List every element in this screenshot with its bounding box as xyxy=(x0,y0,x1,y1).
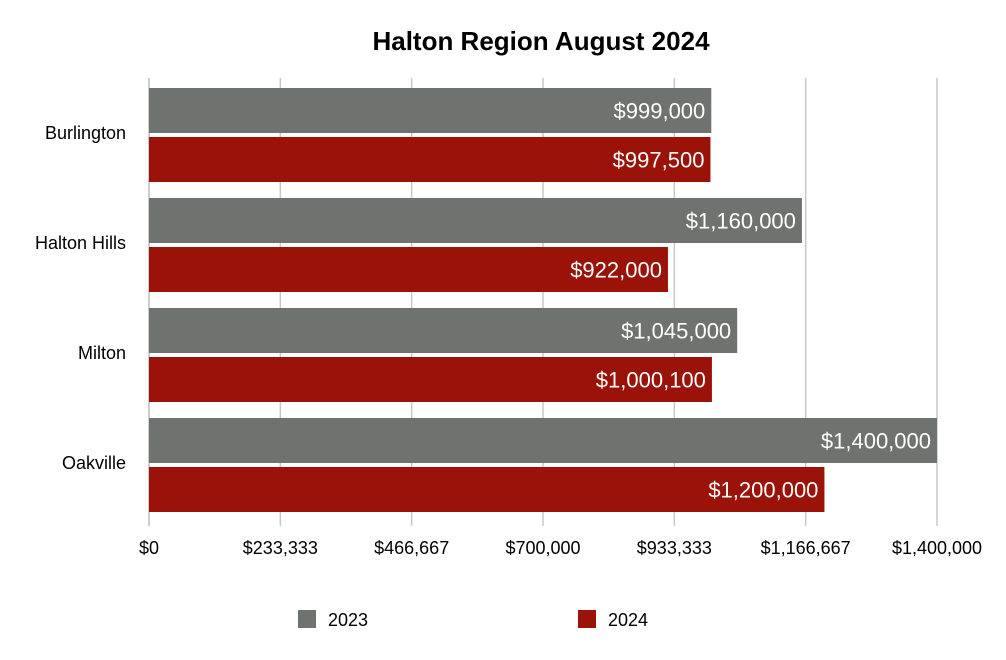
bar xyxy=(149,137,711,182)
legend-label: 2023 xyxy=(328,610,368,630)
legend-label: 2024 xyxy=(608,610,648,630)
bar xyxy=(149,198,802,243)
bar xyxy=(149,247,668,292)
x-tick-label: $1,400,000 xyxy=(892,538,982,558)
bar xyxy=(149,357,712,402)
category-label: Burlington xyxy=(45,123,126,143)
category-label: Milton xyxy=(78,343,126,363)
x-tick-label: $466,667 xyxy=(374,538,449,558)
y-axis-categories: Burlington Halton Hills Milton Oakville xyxy=(35,123,126,473)
bars: $999,000 $997,500 $1,160,000 $922,000 $1,045… xyxy=(149,88,937,512)
data-label: $1,400,000 xyxy=(821,429,931,454)
legend-swatch xyxy=(578,610,596,628)
data-label: $1,000,100 xyxy=(596,368,706,393)
bar xyxy=(149,88,712,133)
data-label: $997,500 xyxy=(613,148,705,173)
legend: 2023 2024 xyxy=(298,610,648,630)
x-axis: $0 $233,333 $466,667 $700,000 $933,333 $1,166… xyxy=(139,538,982,558)
legend-swatch xyxy=(298,610,316,628)
category-label: Halton Hills xyxy=(35,233,126,253)
bar xyxy=(149,418,937,463)
bar xyxy=(149,467,825,512)
bar xyxy=(149,308,738,353)
x-tick-label: $933,333 xyxy=(637,538,712,558)
data-label: $922,000 xyxy=(570,258,662,283)
x-tick-label: $0 xyxy=(139,538,159,558)
data-label: $1,200,000 xyxy=(708,478,818,503)
data-label: $1,045,000 xyxy=(621,319,731,344)
x-tick-label: $700,000 xyxy=(505,538,580,558)
x-tick-label: $233,333 xyxy=(243,538,318,558)
data-label: $999,000 xyxy=(614,99,706,124)
chart-title: Halton Region August 2024 xyxy=(372,26,710,56)
category-label: Oakville xyxy=(62,453,126,473)
data-label: $1,160,000 xyxy=(686,209,796,234)
x-tick-label: $1,166,667 xyxy=(761,538,851,558)
